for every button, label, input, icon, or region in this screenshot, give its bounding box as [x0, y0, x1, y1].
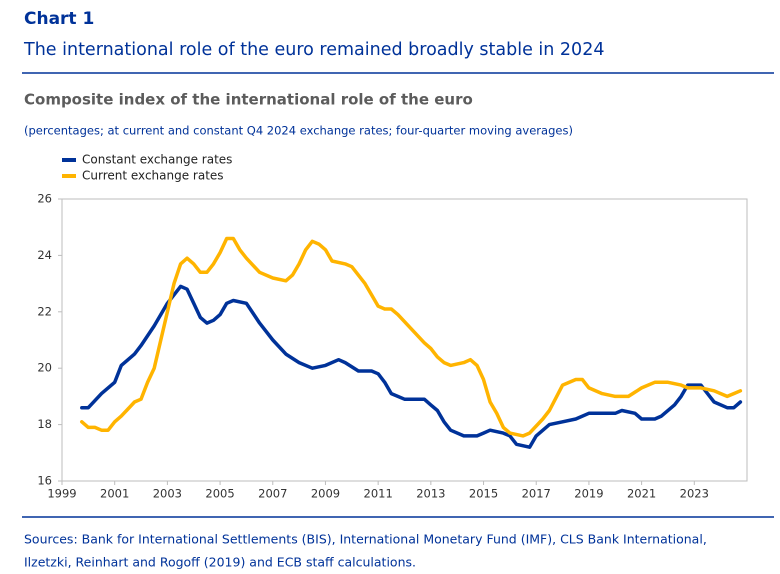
- chart-title: Composite index of the international rol…: [24, 91, 473, 109]
- x-tick-label: 2001: [100, 487, 129, 501]
- x-tick-label: 2023: [680, 487, 709, 501]
- legend-label: Constant exchange rates: [82, 153, 232, 167]
- y-tick-label: 20: [37, 361, 52, 375]
- y-tick-label: 26: [37, 192, 52, 206]
- y-tick-label: 22: [37, 304, 52, 318]
- y-tick-label: 16: [37, 474, 52, 488]
- sources: Sources: Bank for International Settleme…: [24, 532, 707, 547]
- chart-subtitle: (percentages; at current and constant Q4…: [24, 124, 573, 138]
- x-tick-label: 2005: [205, 487, 234, 501]
- x-tick-label: 2007: [258, 487, 287, 501]
- sources: Ilzetzki, Reinhart and Rogoff (2019) and…: [24, 555, 416, 570]
- series-line: [80, 236, 743, 438]
- x-tick-label: 1999: [47, 487, 76, 501]
- plot-frame: [61, 198, 748, 482]
- y-tick-label: 24: [37, 248, 52, 262]
- x-tick-label: 2003: [153, 487, 182, 501]
- chart-label: Chart 1: [24, 9, 94, 29]
- x-tick-label: 2019: [574, 487, 603, 501]
- x-tick-label: 2021: [627, 487, 656, 501]
- x-tick-label: 2013: [416, 487, 445, 501]
- x-tick-label: 2009: [311, 487, 340, 501]
- series-line: [80, 284, 743, 449]
- x-tick-label: 2015: [469, 487, 498, 501]
- x-tick-label: 2017: [522, 487, 551, 501]
- y-tick-label: 18: [37, 417, 52, 431]
- headline: The international role of the euro remai…: [23, 40, 604, 60]
- x-tick-label: 2011: [364, 487, 393, 501]
- legend-label: Current exchange rates: [82, 169, 224, 183]
